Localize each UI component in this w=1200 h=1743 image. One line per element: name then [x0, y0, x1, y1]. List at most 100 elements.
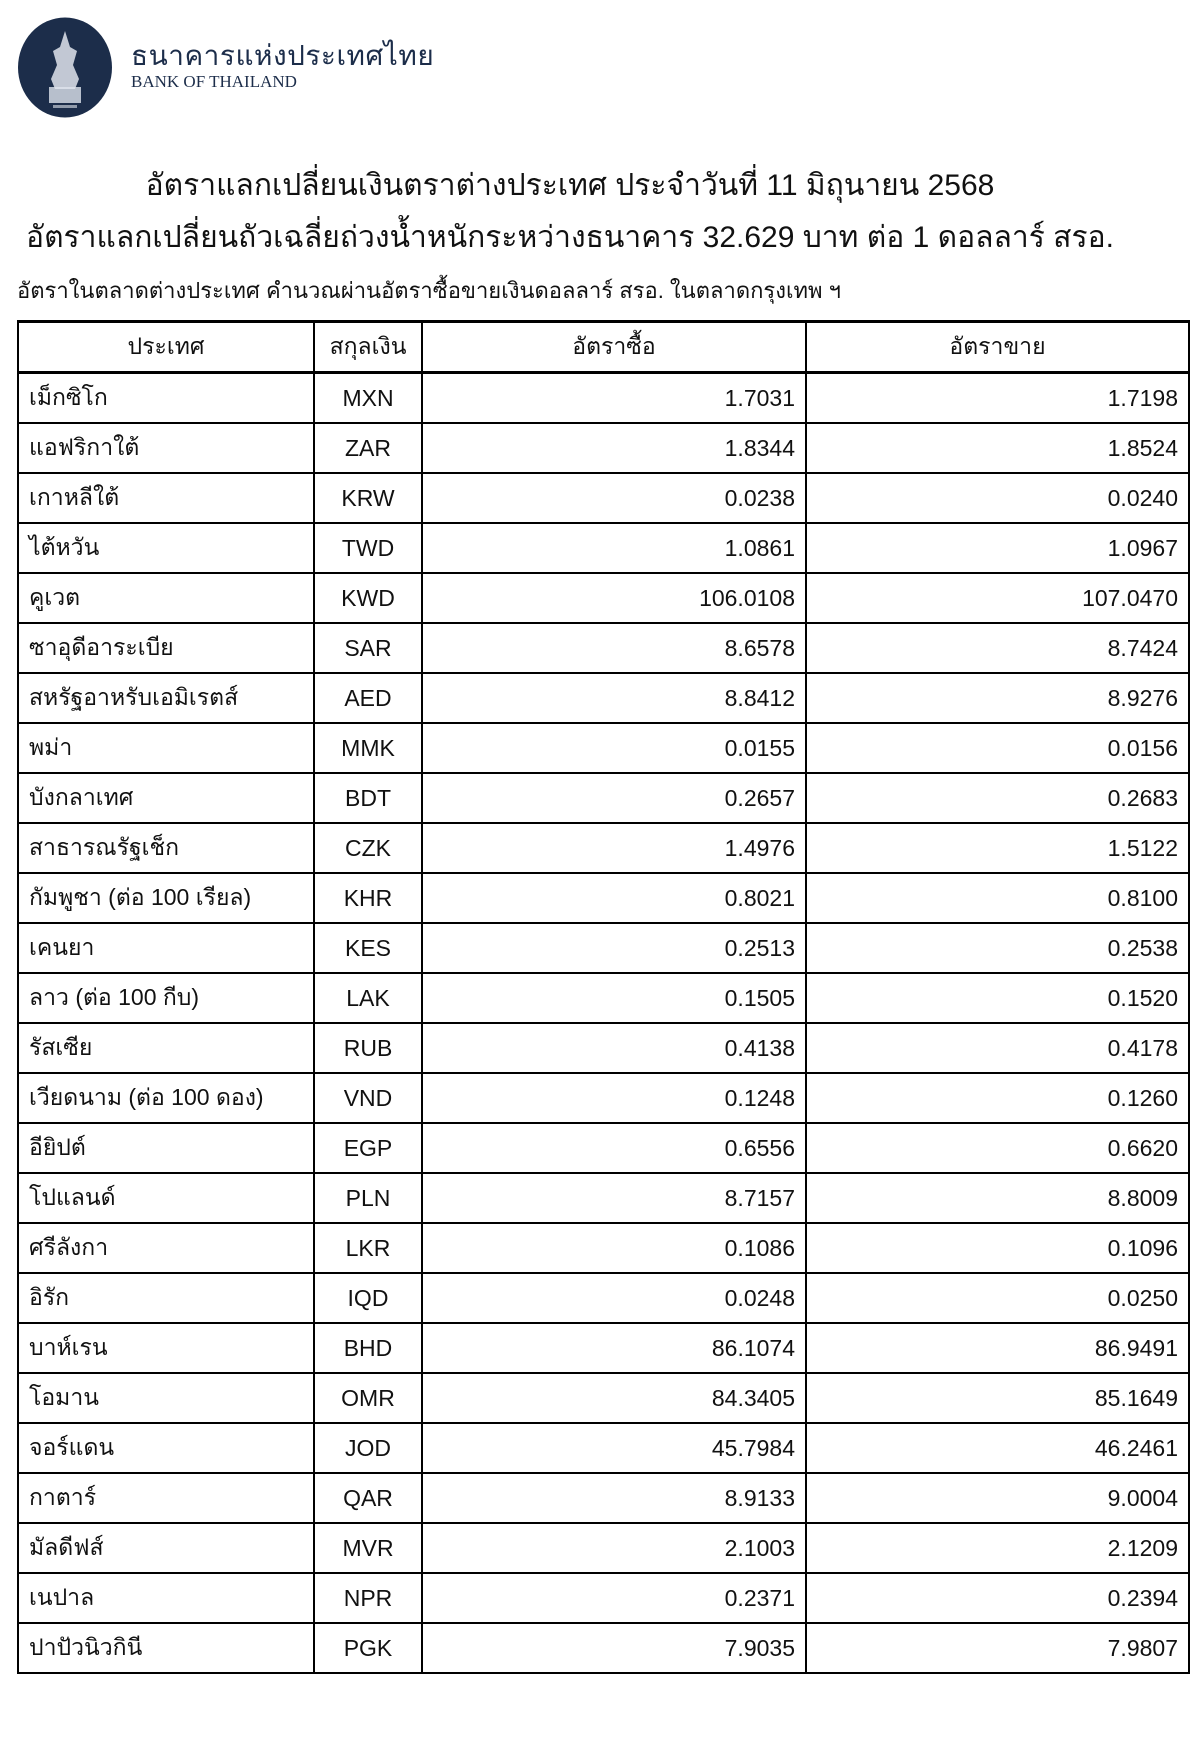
rate-note: อัตราในตลาดต่างประเทศ คำนวณผ่านอัตราซื้อ… [17, 278, 841, 303]
currency-cell: VND [313, 1072, 423, 1124]
table-row: แอฟริกาใต้ ZAR 1.8344 1.8524 [17, 422, 1190, 474]
selling-rate-cell: 1.5122 [805, 822, 1190, 874]
buying-rate-cell: 8.8412 [421, 672, 807, 724]
country-cell: กาตาร์ [17, 1472, 315, 1524]
country-cell: มัลดีฟส์ [17, 1522, 315, 1574]
selling-rate-cell: 0.4178 [805, 1022, 1190, 1074]
buying-rate-cell: 0.8021 [421, 872, 807, 924]
buying-rate-cell: 84.3405 [421, 1372, 807, 1424]
table-row: เนปาล NPR 0.2371 0.2394 [17, 1572, 1190, 1624]
table-row: สาธารณรัฐเช็ก CZK 1.4976 1.5122 [17, 822, 1190, 874]
currency-cell: RUB [313, 1022, 423, 1074]
selling-rate-cell: 8.9276 [805, 672, 1190, 724]
currency-cell: QAR [313, 1472, 423, 1524]
country-cell: สาธารณรัฐเช็ก [17, 822, 315, 874]
buying-rate-cell: 45.7984 [421, 1422, 807, 1474]
country-cell: คูเวต [17, 572, 315, 624]
country-cell: อิรัก [17, 1272, 315, 1324]
currency-cell: KRW [313, 472, 423, 524]
table-row: รัสเซีย RUB 0.4138 0.4178 [17, 1022, 1190, 1074]
table-row: เวียดนาม (ต่อ 100 ดอง) VND 0.1248 0.1260 [17, 1072, 1190, 1124]
buying-rate-cell: 0.0248 [421, 1272, 807, 1324]
selling-rate-cell: 8.8009 [805, 1172, 1190, 1224]
currency-cell: TWD [313, 522, 423, 574]
header-buying-rate: อัตราซื้อ [421, 320, 807, 374]
table-row: เม็กซิโก MXN 1.7031 1.7198 [17, 371, 1190, 424]
country-cell: ลาว (ต่อ 100 กีบ) [17, 972, 315, 1024]
country-cell: เนปาล [17, 1572, 315, 1624]
table-row: อียิปต์ EGP 0.6556 0.6620 [17, 1122, 1190, 1174]
table-row: เคนยา KES 0.2513 0.2538 [17, 922, 1190, 974]
table-row: อิรัก IQD 0.0248 0.0250 [17, 1272, 1190, 1324]
table-header-row: ประเทศ สกุลเงิน อัตราซื้อ อัตราขาย [17, 320, 1190, 374]
header-currency: สกุลเงิน [313, 320, 423, 374]
table-row: โอมาน OMR 84.3405 85.1649 [17, 1372, 1190, 1424]
currency-cell: NPR [313, 1572, 423, 1624]
currency-cell: JOD [313, 1422, 423, 1474]
country-cell: กัมพูชา (ต่อ 100 เรียล) [17, 872, 315, 924]
table-row: โปแลนด์ PLN 8.7157 8.8009 [17, 1172, 1190, 1224]
page-subtitle: อัตราแลกเปลี่ยนถัวเฉลี่ยถ่วงน้ำหนักระหว่… [26, 221, 1114, 254]
table-row: ศรีลังกา LKR 0.1086 0.1096 [17, 1222, 1190, 1274]
table-row: จอร์แดน JOD 45.7984 46.2461 [17, 1422, 1190, 1474]
table-row: มัลดีฟส์ MVR 2.1003 2.1209 [17, 1522, 1190, 1574]
currency-cell: IQD [313, 1272, 423, 1324]
buying-rate-cell: 0.1248 [421, 1072, 807, 1124]
selling-rate-cell: 0.8100 [805, 872, 1190, 924]
buying-rate-cell: 0.6556 [421, 1122, 807, 1174]
selling-rate-cell: 1.7198 [805, 371, 1190, 424]
currency-cell: LKR [313, 1222, 423, 1274]
header-selling-rate: อัตราขาย [805, 320, 1190, 374]
selling-rate-cell: 8.7424 [805, 622, 1190, 674]
currency-cell: MXN [313, 371, 423, 424]
selling-rate-cell: 9.0004 [805, 1472, 1190, 1524]
currency-cell: EGP [313, 1122, 423, 1174]
currency-cell: BHD [313, 1322, 423, 1374]
selling-rate-cell: 0.2394 [805, 1572, 1190, 1624]
country-cell: รัสเซีย [17, 1022, 315, 1074]
exchange-rate-table: ประเทศ สกุลเงิน อัตราซื้อ อัตราขาย เม็กซ… [17, 320, 1190, 1674]
currency-cell: PGK [313, 1622, 423, 1674]
buying-rate-cell: 86.1074 [421, 1322, 807, 1374]
currency-cell: KHR [313, 872, 423, 924]
buying-rate-cell: 0.1086 [421, 1222, 807, 1274]
page-title: อัตราแลกเปลี่ยนเงินตราต่างประเทศ ประจำวั… [145, 169, 995, 202]
buying-rate-cell: 8.6578 [421, 622, 807, 674]
bank-of-thailand-emblem-icon [18, 17, 112, 118]
currency-cell: MMK [313, 722, 423, 774]
selling-rate-cell: 7.9807 [805, 1622, 1190, 1674]
buying-rate-cell: 8.7157 [421, 1172, 807, 1224]
currency-cell: PLN [313, 1172, 423, 1224]
country-cell: พม่า [17, 722, 315, 774]
currency-cell: KES [313, 922, 423, 974]
selling-rate-cell: 0.2538 [805, 922, 1190, 974]
selling-rate-cell: 46.2461 [805, 1422, 1190, 1474]
country-cell: ปาปัวนิวกินี [17, 1622, 315, 1674]
selling-rate-cell: 2.1209 [805, 1522, 1190, 1574]
table-row: กัมพูชา (ต่อ 100 เรียล) KHR 0.8021 0.8100 [17, 872, 1190, 924]
buying-rate-cell: 106.0108 [421, 572, 807, 624]
table-row: ลาว (ต่อ 100 กีบ) LAK 0.1505 0.1520 [17, 972, 1190, 1024]
currency-cell: LAK [313, 972, 423, 1024]
buying-rate-cell: 2.1003 [421, 1522, 807, 1574]
logo-text-english: BANK OF THAILAND [131, 72, 297, 91]
country-cell: อียิปต์ [17, 1122, 315, 1174]
table-row: ไต้หวัน TWD 1.0861 1.0967 [17, 522, 1190, 574]
buying-rate-cell: 1.8344 [421, 422, 807, 474]
country-cell: เกาหลีใต้ [17, 472, 315, 524]
country-cell: โอมาน [17, 1372, 315, 1424]
selling-rate-cell: 0.0156 [805, 722, 1190, 774]
table-row: กาตาร์ QAR 8.9133 9.0004 [17, 1472, 1190, 1524]
selling-rate-cell: 0.2683 [805, 772, 1190, 824]
selling-rate-cell: 0.1096 [805, 1222, 1190, 1274]
selling-rate-cell: 1.8524 [805, 422, 1190, 474]
header-country: ประเทศ [17, 320, 315, 374]
country-cell: เคนยา [17, 922, 315, 974]
country-cell: จอร์แดน [17, 1422, 315, 1474]
table-row: บังกลาเทศ BDT 0.2657 0.2683 [17, 772, 1190, 824]
selling-rate-cell: 85.1649 [805, 1372, 1190, 1424]
buying-rate-cell: 1.4976 [421, 822, 807, 874]
buying-rate-cell: 0.0238 [421, 472, 807, 524]
currency-cell: MVR [313, 1522, 423, 1574]
country-cell: แอฟริกาใต้ [17, 422, 315, 474]
